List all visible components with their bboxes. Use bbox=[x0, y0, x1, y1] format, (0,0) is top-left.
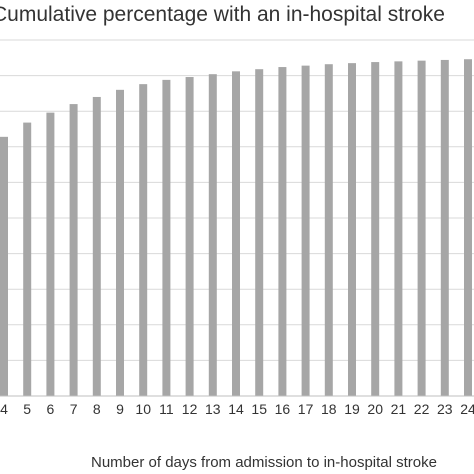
x-tick-label: 20 bbox=[367, 401, 383, 417]
x-tick-label: 18 bbox=[321, 401, 337, 417]
bar-day-24 bbox=[464, 59, 472, 396]
bar-day-22 bbox=[417, 60, 426, 396]
x-tick-label: 12 bbox=[182, 401, 198, 417]
x-tick-label: 24 bbox=[460, 401, 474, 417]
x-tick-label: 7 bbox=[70, 401, 78, 417]
x-tick-label: 11 bbox=[159, 401, 174, 417]
chart-title: Cumulative percentage with an in-hospita… bbox=[0, 3, 445, 26]
x-tick-label: 22 bbox=[414, 401, 430, 417]
x-tick-label: 16 bbox=[275, 401, 291, 417]
x-tick-label: 9 bbox=[116, 401, 124, 417]
x-tick-label: 13 bbox=[205, 401, 221, 417]
bar-day-7 bbox=[69, 104, 78, 396]
bar-day-10 bbox=[139, 84, 148, 397]
bar-day-21 bbox=[394, 61, 403, 397]
bar-day-19 bbox=[348, 63, 356, 396]
bar-day-17 bbox=[301, 65, 310, 396]
x-tick-label: 17 bbox=[298, 401, 314, 417]
x-tick-labels: 4 5 6 7 8 9 10 11 12 13 14 15 16 17 18 19 20 21 22 23 24 bbox=[0, 401, 474, 417]
bar-day-15 bbox=[255, 69, 264, 396]
x-tick-label: 5 bbox=[23, 401, 31, 417]
bar-day-8 bbox=[92, 96, 101, 397]
x-tick-label: 6 bbox=[47, 401, 55, 417]
x-tick-label: 19 bbox=[344, 401, 360, 417]
bar-day-14 bbox=[232, 71, 240, 396]
bar-day-5 bbox=[23, 122, 32, 396]
x-tick-label: 14 bbox=[228, 401, 244, 417]
x-tick-label: 15 bbox=[251, 401, 267, 417]
bars bbox=[0, 59, 472, 397]
gridlines bbox=[0, 39, 474, 397]
bar-day-16 bbox=[278, 67, 287, 396]
x-tick-label: 8 bbox=[93, 401, 101, 417]
bar-day-12 bbox=[185, 77, 194, 397]
x-tick-label: 10 bbox=[135, 401, 151, 417]
bar-day-23 bbox=[440, 59, 449, 396]
bar-day-13 bbox=[208, 74, 217, 397]
bar-day-20 bbox=[371, 62, 380, 397]
x-tick-label: 4 bbox=[0, 401, 8, 417]
bar-day-6 bbox=[46, 112, 55, 397]
x-axis-label: Number of days from admission to in-hosp… bbox=[91, 454, 437, 471]
x-tick-label: 21 bbox=[391, 401, 407, 417]
bar-day-18 bbox=[324, 64, 333, 396]
bar-day-11 bbox=[162, 79, 171, 396]
bar-day-4 bbox=[0, 136, 8, 396]
x-tick-label: 23 bbox=[437, 401, 453, 417]
bar-day-9 bbox=[116, 89, 124, 396]
